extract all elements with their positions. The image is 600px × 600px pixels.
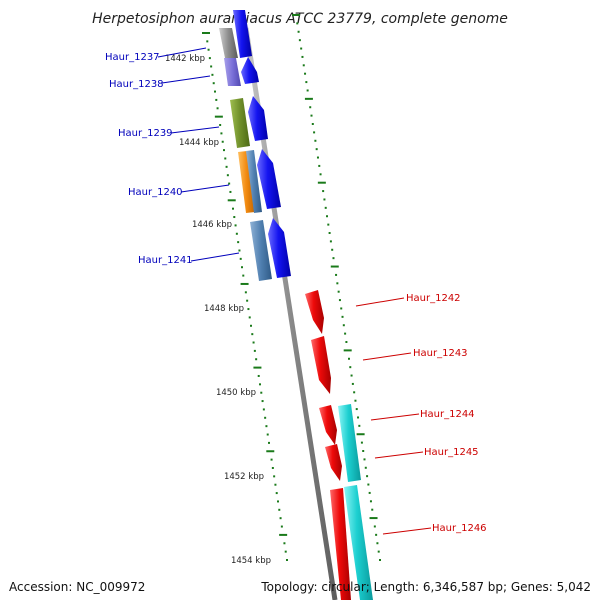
leader-line	[190, 252, 240, 262]
gene-label-haur-1243[interactable]: Haur_1243	[413, 348, 468, 359]
kbp-label: 1442 kbp	[165, 54, 205, 64]
gene-label-haur-1245[interactable]: Haur_1245	[424, 447, 479, 458]
forward-gene-arrow[interactable]	[268, 218, 291, 278]
kbp-label: 1450 kbp	[216, 388, 256, 398]
leader-line	[355, 297, 405, 307]
feature-block[interactable]	[338, 404, 361, 482]
leader-line	[180, 184, 230, 193]
leader-line	[161, 75, 211, 84]
gene-label-haur-1240[interactable]: Haur_1240	[128, 187, 183, 198]
gene-label-haur-1246[interactable]: Haur_1246	[432, 523, 487, 534]
leader-line	[382, 527, 432, 535]
label-leaders	[157, 47, 432, 535]
leader-line	[370, 413, 420, 421]
map-title: Herpetosiphon aurantiacus ATCC 23779, co…	[92, 11, 508, 27]
gene-label-haur-1241[interactable]: Haur_1241	[138, 255, 193, 266]
feature-block[interactable]	[344, 485, 373, 600]
accession-text: Accession: NC_009972	[9, 580, 146, 594]
kbp-label: 1448 kbp	[204, 304, 244, 314]
forward-gene-arrow[interactable]	[241, 57, 259, 84]
leader-line	[157, 47, 207, 58]
gene-label-haur-1244[interactable]: Haur_1244	[420, 409, 475, 420]
feature-block[interactable]	[246, 150, 262, 213]
reverse-gene-arrow[interactable]	[305, 290, 324, 334]
feature-block[interactable]	[224, 58, 241, 86]
leader-line	[362, 352, 412, 361]
cyan-features	[338, 404, 373, 600]
forward-gene-arrow[interactable]	[248, 96, 268, 141]
reverse-gene-arrow[interactable]	[319, 405, 337, 445]
leader-line	[170, 126, 220, 134]
gene-label-haur-1239[interactable]: Haur_1239	[118, 128, 173, 139]
feature-block[interactable]	[230, 98, 250, 148]
kbp-scale: 1442 kbp 1444 kbp 1446 kbp 1448 kbp 1450…	[165, 54, 271, 566]
kbp-label: 1446 kbp	[192, 220, 232, 230]
gene-label-haur-1237[interactable]: Haur_1237	[105, 52, 160, 63]
forward-gene-arrow[interactable]	[233, 10, 252, 58]
kbp-label: 1454 kbp	[231, 556, 271, 566]
topology-text: Topology: circular; Length: 6,346,587 bp…	[261, 580, 591, 594]
forward-genes	[233, 10, 291, 278]
reverse-gene-arrow[interactable]	[311, 336, 331, 394]
leader-line	[374, 451, 424, 459]
feature-blocks-left	[219, 28, 272, 281]
reverse-gene-arrow[interactable]	[325, 444, 342, 481]
forward-gene-arrow[interactable]	[257, 149, 281, 209]
feature-block[interactable]	[250, 220, 272, 281]
scale-ticks	[202, 14, 381, 561]
reverse-gene-arrow[interactable]	[330, 488, 351, 600]
kbp-label: 1444 kbp	[179, 138, 219, 148]
gene-label-haur-1242[interactable]: Haur_1242	[406, 293, 461, 304]
kbp-label: 1452 kbp	[224, 472, 264, 482]
gene-label-haur-1238[interactable]: Haur_1238	[109, 79, 164, 90]
gene-labels: Haur_1237 Haur_1238 Haur_1239 Haur_1240 …	[105, 52, 487, 534]
reverse-genes	[305, 290, 351, 600]
feature-block[interactable]	[219, 28, 238, 58]
feature-block[interactable]	[238, 151, 255, 213]
